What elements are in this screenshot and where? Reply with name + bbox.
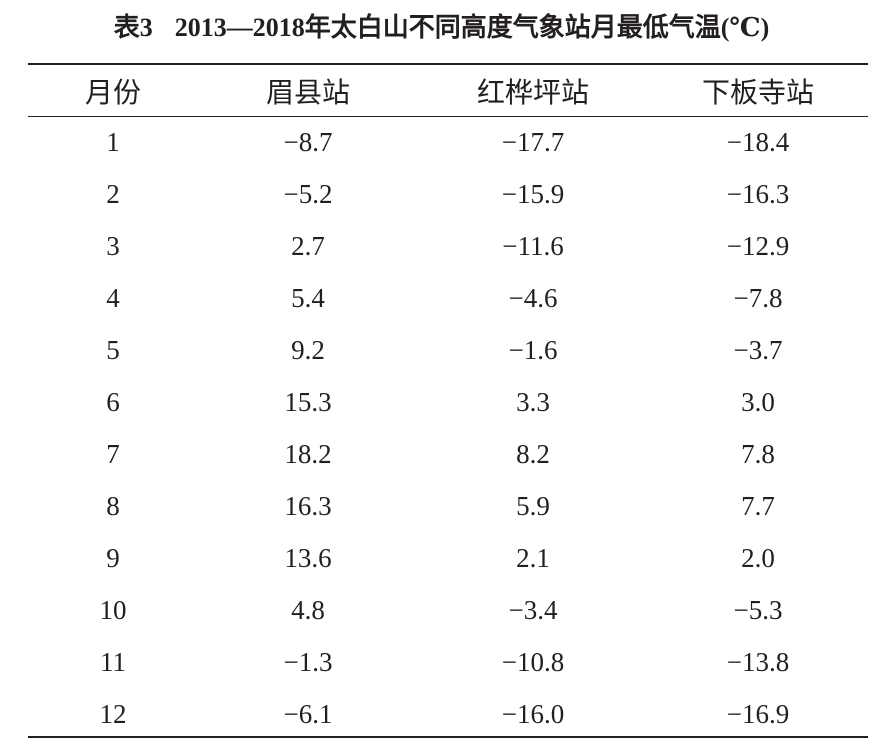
meixian-cell: 18.2	[284, 438, 332, 469]
table-row: 1 −8.7 −17.7 −18.4	[28, 116, 868, 168]
table-row: 10 4.8 −3.4 −5.3	[28, 584, 868, 636]
table-row: 2 −5.2 −15.9 −16.3	[28, 168, 868, 220]
table-row: 7 18.2 8.2 7.8	[28, 428, 868, 480]
xiabansi-cell: −12.9	[726, 230, 790, 261]
month-cell: 12	[99, 698, 127, 729]
top-rule	[28, 63, 868, 65]
header-row: 月份 眉县站 红桦坪站 下板寺站	[28, 65, 868, 116]
table-row: 11 −1.3 −10.8 −13.8	[28, 636, 868, 688]
honghuaping-cell: 3.3	[516, 386, 550, 417]
meixian-cell: −8.7	[283, 126, 333, 157]
table-caption: 表3 2013—2018年太白山不同高度气象站月最低气温(℃)	[0, 6, 883, 50]
month-cell: 11	[100, 646, 126, 677]
xiabansi-cell: −7.8	[733, 282, 783, 313]
table-row: 8 16.3 5.9 7.7	[28, 480, 868, 532]
xiabansi-cell: 7.7	[741, 490, 775, 521]
month-cell: 9	[106, 542, 120, 573]
table-row: 12 −6.1 −16.0 −16.9	[28, 688, 868, 740]
xiabansi-cell: 2.0	[741, 542, 775, 573]
honghuaping-cell: −10.8	[501, 646, 565, 677]
xiabansi-cell: 3.0	[741, 386, 775, 417]
month-cell: 6	[106, 386, 120, 417]
honghuaping-cell: −17.7	[501, 126, 565, 157]
bottom-rule	[28, 736, 868, 738]
table-row: 4 5.4 −4.6 −7.8	[28, 272, 868, 324]
month-cell: 5	[106, 334, 120, 365]
xiabansi-cell: −3.7	[733, 334, 783, 365]
month-cell: 2	[106, 178, 120, 209]
honghuaping-cell: 2.1	[516, 542, 550, 573]
xiabansi-cell: −18.4	[726, 126, 790, 157]
table-title: 2013—2018年太白山不同高度气象站月最低气温(℃)	[174, 13, 770, 42]
header-month: 月份	[84, 77, 141, 109]
meixian-cell: 2.7	[291, 230, 325, 261]
xiabansi-cell: −16.9	[726, 698, 790, 729]
month-cell: 3	[106, 230, 120, 261]
table-row: 3 2.7 −11.6 −12.9	[28, 220, 868, 272]
month-cell: 7	[106, 438, 120, 469]
table-row: 5 9.2 −1.6 −3.7	[28, 324, 868, 376]
table-number: 表3	[113, 13, 153, 42]
honghuaping-cell: −1.6	[508, 334, 558, 365]
temperature-table: 月份 眉县站 红桦坪站 下板寺站 1 −8.7 −17.7 −18.4 2 −5.2 −15…	[28, 65, 868, 740]
honghuaping-cell: −4.6	[508, 282, 558, 313]
month-cell: 8	[106, 490, 120, 521]
month-cell: 4	[106, 282, 120, 313]
xiabansi-cell: −5.3	[733, 594, 783, 625]
honghuaping-cell: −11.6	[502, 230, 564, 261]
honghuaping-cell: −15.9	[501, 178, 565, 209]
header-meixian-station: 眉县站	[265, 77, 350, 109]
table-body: 1 −8.7 −17.7 −18.4 2 −5.2 −15.9 −16.3 3 2.7 −11.6 −…	[28, 116, 868, 740]
xiabansi-cell: −16.3	[726, 178, 790, 209]
honghuaping-cell: −16.0	[501, 698, 565, 729]
header-honghuaping-station: 红桦坪站	[476, 77, 589, 109]
meixian-cell: 5.4	[291, 282, 325, 313]
header-rule	[28, 116, 868, 117]
honghuaping-cell: 8.2	[516, 438, 550, 469]
table-row: 9 13.6 2.1 2.0	[28, 532, 868, 584]
meixian-cell: −6.1	[283, 698, 333, 729]
honghuaping-cell: 5.9	[516, 490, 550, 521]
meixian-cell: 16.3	[284, 490, 332, 521]
table-row: 6 15.3 3.3 3.0	[28, 376, 868, 428]
month-cell: 10	[99, 594, 127, 625]
header-xiabansi-station: 下板寺站	[701, 77, 814, 109]
meixian-cell: 15.3	[284, 386, 332, 417]
month-cell: 1	[106, 126, 120, 157]
honghuaping-cell: −3.4	[508, 594, 558, 625]
meixian-cell: −1.3	[283, 646, 333, 677]
meixian-cell: 4.8	[291, 594, 325, 625]
meixian-cell: 13.6	[284, 542, 332, 573]
meixian-cell: −5.2	[283, 178, 333, 209]
xiabansi-cell: −13.8	[726, 646, 790, 677]
xiabansi-cell: 7.8	[741, 438, 775, 469]
meixian-cell: 9.2	[291, 334, 325, 365]
